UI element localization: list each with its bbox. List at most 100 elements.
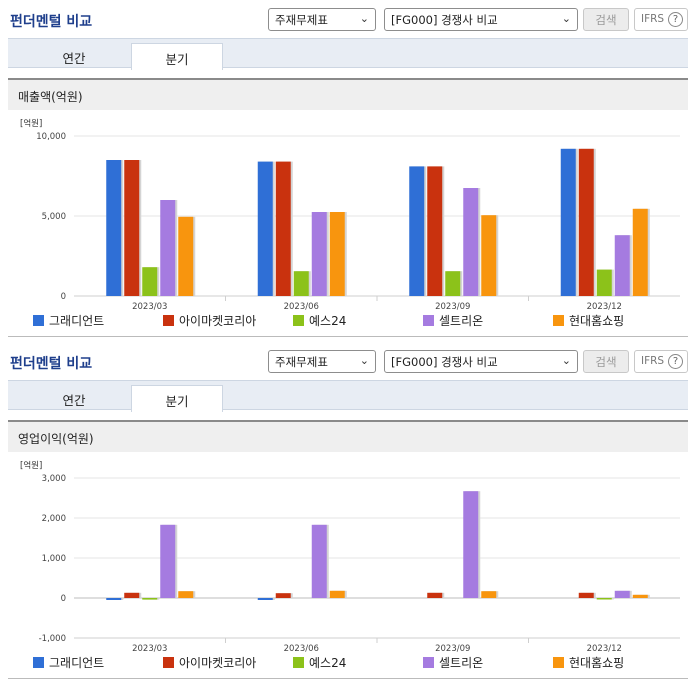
bar — [481, 215, 497, 296]
tab-quarterly[interactable]: 분기 — [131, 385, 223, 412]
bar — [614, 235, 630, 296]
legend-label: 예스24 — [309, 314, 347, 328]
section-header: 펀더멘털 비교 주재무제표 ⌄ [FG000] 경쟁사 비교 ⌄ 검색 IFRS… — [0, 0, 696, 38]
period-tabs: 연간 분기 — [8, 380, 688, 412]
section-title: 펀더멘털 비교 — [10, 14, 93, 30]
bar — [463, 491, 479, 598]
bar — [178, 591, 194, 598]
legend-swatch — [423, 315, 434, 326]
legend-item[interactable]: 현대홈쇼핑 — [553, 312, 624, 329]
search-button[interactable]: 검색 — [583, 350, 629, 373]
legend-item[interactable]: 셀트리온 — [423, 654, 483, 671]
legend-label: 그래디언트 — [49, 314, 105, 328]
legend-swatch — [553, 657, 564, 668]
bar — [596, 598, 612, 600]
x-tick-label: 2023/06 — [284, 302, 319, 312]
legend-label: 현대홈쇼핑 — [569, 314, 625, 328]
y-tick-label: 0 — [61, 292, 66, 302]
y-tick-label: 10,000 — [36, 132, 66, 142]
statement-select[interactable]: 주재무제표 ⌄ — [268, 8, 376, 31]
bar — [293, 271, 309, 296]
operating-profit-chart-legend: 그래디언트 아이마켓코리아 예스24 셀트리온 현대홈쇼핑 — [0, 654, 696, 672]
metric-title: 매출액(억원) — [18, 90, 83, 104]
period-tabs: 연간 분기 — [8, 38, 688, 70]
legend-item[interactable]: 아이마켓코리아 — [163, 312, 256, 329]
peer-group-select-value: [FG000] 경쟁사 비교 — [391, 13, 498, 27]
bar — [160, 200, 176, 296]
bar — [106, 598, 122, 600]
bar — [632, 208, 648, 296]
bar — [178, 216, 194, 296]
tab-quarterly[interactable]: 분기 — [131, 43, 223, 70]
tab-annual[interactable]: 연간 — [62, 393, 86, 408]
bar — [578, 592, 594, 598]
bar — [142, 598, 158, 600]
bar — [481, 591, 497, 598]
legend-item[interactable]: 그래디언트 — [33, 312, 104, 329]
legend-swatch — [33, 657, 44, 668]
peer-group-select[interactable]: [FG000] 경쟁사 비교 ⌄ — [384, 8, 578, 31]
unit-label: [억원] — [20, 460, 42, 471]
legend-item[interactable]: 예스24 — [293, 312, 346, 329]
bar — [578, 148, 594, 296]
fundamental-section-1: 펀더멘털 비교 주재무제표 ⌄ [FG000] 경쟁사 비교 ⌄ 검색 IFRS… — [0, 0, 696, 110]
statement-select[interactable]: 주재무제표 ⌄ — [268, 350, 376, 373]
bar — [329, 590, 345, 598]
bar — [427, 166, 443, 296]
bar — [596, 269, 612, 296]
legend-item[interactable]: 아이마켓코리아 — [163, 654, 256, 671]
question-circle-icon: ? — [668, 354, 683, 369]
peer-group-select[interactable]: [FG000] 경쟁사 비교 ⌄ — [384, 350, 578, 373]
bar — [106, 160, 122, 296]
ifrs-button[interactable]: IFRS ? — [634, 350, 688, 373]
legend-swatch — [423, 657, 434, 668]
legend-swatch — [163, 315, 174, 326]
bar — [257, 161, 273, 296]
section-title: 펀더멘털 비교 — [10, 356, 93, 372]
bar — [427, 592, 443, 598]
legend-label: 현대홈쇼핑 — [569, 656, 625, 670]
y-tick-label: 2,000 — [42, 514, 66, 524]
legend-label: 아이마켓코리아 — [179, 314, 257, 328]
bar — [329, 212, 345, 296]
search-button[interactable]: 검색 — [583, 8, 629, 31]
bar — [409, 166, 425, 296]
chevron-down-icon: ⌄ — [359, 12, 369, 25]
bar — [445, 271, 461, 296]
x-tick-label: 2023/12 — [587, 644, 622, 654]
legend-swatch — [553, 315, 564, 326]
divider — [8, 336, 688, 337]
bar — [463, 188, 479, 296]
legend-swatch — [163, 657, 174, 668]
bar — [560, 148, 576, 296]
y-tick-label: 5,000 — [42, 212, 66, 222]
legend-item[interactable]: 예스24 — [293, 654, 346, 671]
bar — [632, 594, 648, 598]
ifrs-label: IFRS — [641, 13, 665, 25]
x-tick-label: 2023/12 — [587, 302, 622, 312]
legend-item[interactable]: 그래디언트 — [33, 654, 104, 671]
bar — [311, 212, 327, 296]
bar — [275, 161, 291, 296]
legend-item[interactable]: 현대홈쇼핑 — [553, 654, 624, 671]
operating-profit-chart: [억원] -1,000 0 1,000 2,000 3,000 2023/03 2023/06… — [20, 460, 680, 654]
statement-select-value: 주재무제표 — [275, 13, 328, 27]
metric-title: 영업이익(억원) — [18, 432, 94, 446]
question-circle-icon: ? — [668, 12, 683, 27]
metric-header: 영업이익(억원) — [8, 420, 688, 452]
chevron-down-icon: ⌄ — [561, 354, 571, 367]
tab-annual[interactable]: 연간 — [62, 51, 86, 66]
legend-item[interactable]: 셀트리온 — [423, 312, 483, 329]
bar — [614, 590, 630, 598]
ifrs-button[interactable]: IFRS ? — [634, 8, 688, 31]
legend-swatch — [293, 315, 304, 326]
bar — [257, 598, 273, 600]
y-tick-label: 0 — [61, 594, 66, 604]
bar — [124, 592, 140, 598]
bar — [275, 593, 291, 598]
bar — [124, 160, 140, 296]
x-tick-label: 2023/03 — [132, 644, 167, 654]
fundamental-section-2: 펀더멘털 비교 주재무제표 ⌄ [FG000] 경쟁사 비교 ⌄ 검색 IFRS… — [0, 342, 696, 452]
bar — [311, 524, 327, 598]
unit-label: [억원] — [20, 118, 42, 129]
